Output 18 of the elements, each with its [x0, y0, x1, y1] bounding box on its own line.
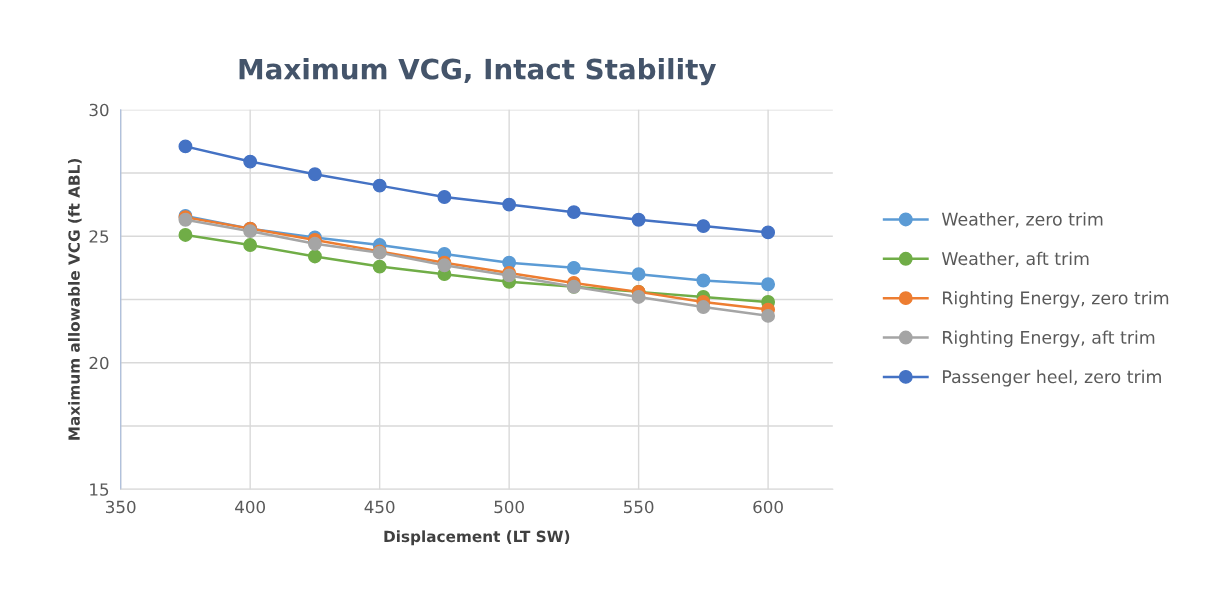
y-axis-title: Maximum allowable VCG (ft ABL) — [68, 159, 82, 440]
y-tick-label: 30 — [89, 103, 109, 117]
legend-label: Righting Energy, zero trim — [943, 291, 1169, 308]
y-tick-label: 15 — [90, 483, 109, 496]
y-tick-label: 25 — [89, 230, 109, 243]
x-tick-label: 450 — [364, 500, 395, 514]
legend-label: Righting Energy, aft trim — [943, 330, 1155, 348]
x-tick-label: 500 — [494, 500, 524, 514]
legend-label: Weather, zero trim — [941, 212, 1103, 228]
y-tick-label: 20 — [89, 356, 109, 370]
legend-label: Passenger heel, zero trim — [943, 369, 1161, 387]
x-tick-label: 350 — [106, 500, 136, 514]
chart-title: Maximum VCG, Intact Stability — [239, 58, 716, 86]
x-tick-label: 550 — [623, 500, 654, 514]
x-tick-label: 600 — [753, 500, 783, 514]
legend-label: Weather, aft trim — [941, 251, 1089, 267]
x-axis-title: Displacement (LT SW) — [384, 530, 570, 546]
x-tick-label: 400 — [235, 500, 265, 514]
